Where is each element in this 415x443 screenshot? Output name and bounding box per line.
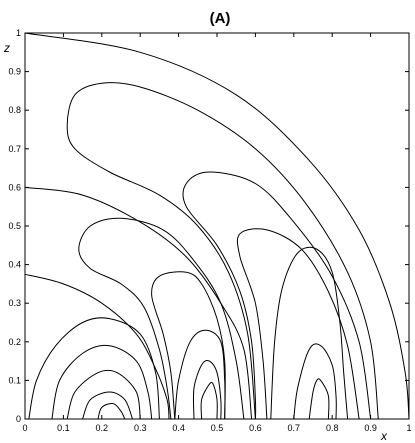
x-tick-label: 0.8 bbox=[326, 423, 339, 433]
contour-line-17 bbox=[66, 369, 141, 420]
y-tick-label: 0.2 bbox=[8, 337, 21, 347]
contour-line-9 bbox=[151, 271, 226, 420]
x-tick-label: 0.7 bbox=[288, 423, 301, 433]
y-tick-label: 0.4 bbox=[8, 260, 21, 270]
y-tick-label: 0 bbox=[16, 414, 21, 424]
contour-line-11 bbox=[192, 360, 222, 420]
x-tick-label: 0 bbox=[22, 423, 27, 433]
y-tick-label: 0.3 bbox=[8, 298, 21, 308]
y-tick-label: 0.7 bbox=[8, 144, 21, 154]
contour-line-2 bbox=[24, 186, 253, 420]
axis-ticks: 0 0.1 0.2 0.3 0.4 0.5 0.6 0.7 0.8 0.9 1 0 0.1 0.2 0.3 0… bbox=[8, 28, 411, 433]
contour-line-6 bbox=[236, 228, 360, 420]
x-tick-label: 0.4 bbox=[172, 423, 185, 433]
x-tick-label: 0.5 bbox=[211, 423, 224, 433]
contour-line-4 bbox=[66, 82, 379, 420]
x-axis-label: x bbox=[380, 429, 388, 443]
contour-line-18 bbox=[82, 391, 133, 420]
y-tick-label: 0.9 bbox=[8, 67, 21, 77]
contour-line-8 bbox=[78, 217, 245, 420]
contour-line-1 bbox=[24, 32, 410, 420]
x-tick-label: 0.6 bbox=[249, 423, 262, 433]
x-tick-label: 0.2 bbox=[96, 423, 109, 433]
y-tick-label: 1 bbox=[16, 28, 21, 38]
contour-line-3 bbox=[24, 273, 170, 420]
plot-frame bbox=[24, 32, 410, 420]
y-tick-label: 0.1 bbox=[8, 375, 21, 385]
contour-line-7 bbox=[270, 246, 349, 420]
contour-line-10 bbox=[174, 329, 226, 420]
contour-line-13 bbox=[293, 343, 337, 420]
chart-title: (A) bbox=[210, 10, 231, 27]
y-axis-label: z bbox=[3, 41, 10, 55]
x-tick-label: 1 bbox=[406, 423, 411, 433]
contour-line-14 bbox=[308, 378, 330, 420]
contour-lines bbox=[24, 32, 410, 420]
contour-line-16 bbox=[51, 344, 153, 420]
y-tick-label: 0.5 bbox=[8, 221, 21, 231]
contour-line-19 bbox=[97, 402, 126, 420]
contour-line-15 bbox=[28, 317, 160, 420]
y-tick-label: 0.8 bbox=[8, 105, 21, 115]
x-tick-label: 0.3 bbox=[134, 423, 147, 433]
x-tick-label: 0.1 bbox=[57, 423, 70, 433]
contour-line-12 bbox=[200, 381, 218, 420]
x-tick-label: 0.9 bbox=[364, 423, 377, 433]
y-tick-label: 0.6 bbox=[8, 182, 21, 192]
